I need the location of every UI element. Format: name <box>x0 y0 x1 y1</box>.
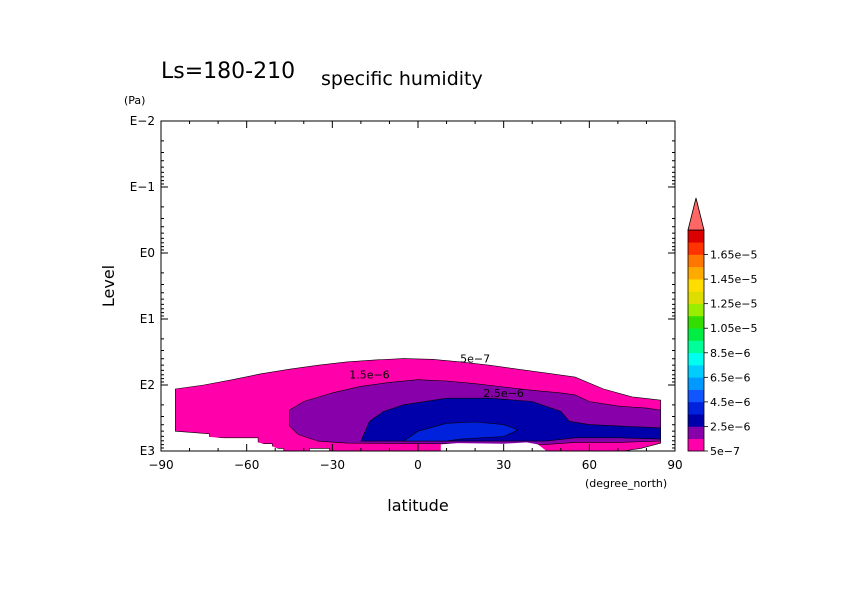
colorbar: 1.65e−5 1.45e−5 1.25e−5 1.05e−5 8.5e−6 6.5e−6… <box>687 197 757 458</box>
colorbar-swatch <box>688 230 704 243</box>
y-tick-label: E−2 <box>130 114 155 128</box>
colorbar-label: 1.25e−5 <box>710 298 757 311</box>
missing-data-mask <box>161 431 547 451</box>
contour-label: 5e−7 <box>460 353 490 366</box>
colorbar-swatch <box>688 340 704 354</box>
x-axis: −90 −60 −30 0 30 60 90 <box>148 121 683 472</box>
contour-band <box>402 421 519 442</box>
y-tick-label: E0 <box>140 246 155 260</box>
contour-label: 1.5e−6 <box>349 368 389 381</box>
y-tick-label: E−1 <box>130 180 155 194</box>
colorbar-swatch <box>688 254 704 268</box>
contour-label: 2.5e−6 <box>483 387 523 400</box>
x-axis-label: latitude <box>387 496 448 515</box>
colorbar-label: 1.45e−5 <box>710 273 757 286</box>
y-tick-label: E2 <box>140 378 155 392</box>
contour-bands <box>175 358 662 452</box>
colorbar-swatch <box>688 438 704 452</box>
colorbar-swatch <box>688 242 704 255</box>
colorbar-swatch <box>688 352 704 366</box>
colorbar-label: 5e−7 <box>710 445 740 458</box>
missing-region <box>440 442 547 451</box>
colorbar-label: 2.5e−6 <box>710 420 750 433</box>
colorbar-label: 1.05e−5 <box>710 322 757 335</box>
chart-title: Ls=180-210 <box>161 59 295 84</box>
x-tick-label: 90 <box>667 458 682 472</box>
y-tick-label: E1 <box>140 312 155 326</box>
colorbar-swatch <box>688 291 704 304</box>
colorbar-swatch <box>688 266 704 280</box>
colorbar-extend-arrow <box>687 197 705 231</box>
colorbar-swatch <box>688 389 704 403</box>
colorbar-swatch <box>688 279 704 292</box>
x-tick-label: −60 <box>234 458 259 472</box>
x-tick-label: −30 <box>320 458 345 472</box>
y-axis-label: Level <box>99 265 118 307</box>
colorbar-swatch <box>688 377 704 390</box>
y-unit-label: (Pa) <box>124 94 145 107</box>
colorbar-swatch <box>688 401 704 415</box>
colorbar-label: 1.65e−5 <box>710 249 757 262</box>
colorbar-swatch <box>688 315 704 329</box>
chart-subtitle: specific humidity <box>321 68 483 90</box>
x-tick-label: 30 <box>496 458 511 472</box>
colorbar-label: 6.5e−6 <box>710 371 750 384</box>
y-axis: E−2 E−1 E0 E1 E2 E3 <box>130 114 675 458</box>
colorbar-label: 8.5e−6 <box>710 347 750 360</box>
contour-labels: 5e−7 1.5e−6 2.5e−6 <box>349 353 524 400</box>
y-tick-label: E3 <box>140 444 155 458</box>
missing-region <box>161 431 284 451</box>
x-unit-label: (degree_north) <box>585 477 667 490</box>
x-tick-label: 60 <box>582 458 597 472</box>
colorbar-swatch <box>688 426 704 440</box>
colorbar-label: 4.5e−6 <box>710 396 750 409</box>
colorbar-swatch <box>688 414 704 427</box>
colorbar-swatch <box>688 365 704 378</box>
x-tick-label: 0 <box>414 458 422 472</box>
colorbar-swatch <box>688 303 704 317</box>
x-tick-label: −90 <box>148 458 173 472</box>
colorbar-swatch <box>688 328 704 341</box>
